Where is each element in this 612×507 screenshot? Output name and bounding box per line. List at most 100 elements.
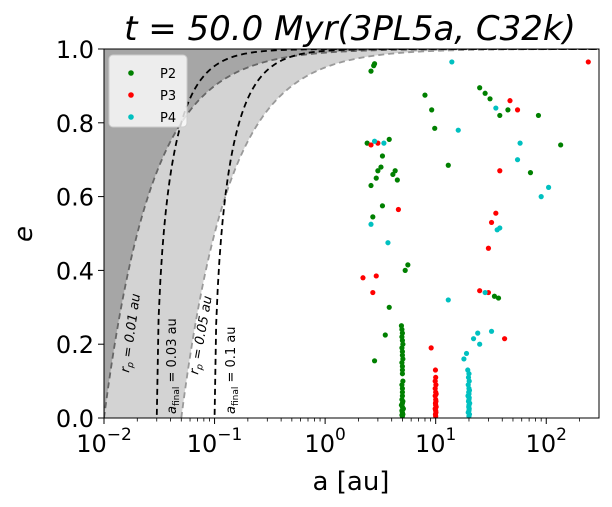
chart-title: t = 50.0 Myr(3PL5a, C32k) bbox=[124, 9, 576, 49]
point-p2 bbox=[399, 367, 405, 373]
legend-label-p2: P2 bbox=[160, 67, 176, 82]
point-p2 bbox=[477, 85, 483, 91]
x-axis-label: a [au] bbox=[313, 467, 390, 497]
legend-marker-p3 bbox=[128, 92, 134, 98]
point-p4 bbox=[517, 140, 523, 146]
point-p4 bbox=[482, 289, 488, 296]
point-p2 bbox=[399, 348, 405, 355]
point-p2 bbox=[527, 170, 534, 176]
light-shaded-region bbox=[104, 49, 599, 418]
x-tick-label: 100 bbox=[304, 425, 345, 458]
point-p2 bbox=[382, 332, 388, 338]
point-p2 bbox=[379, 203, 386, 209]
point-p3 bbox=[477, 288, 483, 294]
point-p4 bbox=[461, 356, 467, 362]
point-p2 bbox=[422, 92, 428, 98]
point-p4 bbox=[488, 328, 495, 334]
point-p4 bbox=[381, 140, 387, 146]
point-p4 bbox=[493, 105, 499, 111]
point-p4 bbox=[445, 297, 451, 303]
plot-frame bbox=[103, 48, 600, 419]
legend-marker-p4 bbox=[128, 114, 134, 120]
y-tick-label: 0.8 bbox=[56, 110, 94, 138]
y-tick-label: 0.0 bbox=[56, 405, 94, 433]
point-p2 bbox=[368, 68, 374, 74]
point-p2 bbox=[405, 262, 411, 268]
point-p2 bbox=[505, 107, 511, 113]
y-axis-label: e bbox=[9, 226, 39, 242]
point-p2 bbox=[399, 371, 405, 377]
point-p4 bbox=[371, 138, 378, 144]
curve-a-final-0-1-au bbox=[213, 49, 599, 418]
point-p3 bbox=[428, 345, 434, 351]
x-tick-label: 101 bbox=[415, 425, 456, 458]
point-p4 bbox=[470, 336, 477, 342]
point-p2 bbox=[370, 214, 376, 220]
point-p3 bbox=[585, 59, 591, 65]
point-p2 bbox=[399, 413, 405, 418]
point-p4 bbox=[477, 341, 483, 347]
x-tick-label: 10−1 bbox=[187, 425, 243, 458]
point-p2 bbox=[535, 112, 542, 119]
point-p3 bbox=[497, 168, 503, 174]
point-p2 bbox=[373, 175, 379, 181]
point-p3 bbox=[493, 210, 499, 216]
legend-label-p3: P3 bbox=[160, 89, 176, 104]
point-p3 bbox=[507, 98, 513, 104]
point-p3 bbox=[368, 142, 374, 148]
point-p3 bbox=[485, 245, 492, 251]
point-p2 bbox=[445, 162, 451, 168]
point-p2 bbox=[491, 293, 498, 299]
point-p4 bbox=[514, 157, 521, 163]
y-tick-label: 0.6 bbox=[56, 184, 94, 212]
point-p2 bbox=[399, 385, 405, 392]
point-p3 bbox=[370, 289, 376, 296]
x-tick-label: 10−2 bbox=[76, 425, 132, 458]
point-p4 bbox=[475, 330, 481, 336]
point-p4 bbox=[497, 225, 503, 231]
point-p4 bbox=[385, 240, 391, 246]
point-p2 bbox=[399, 363, 405, 369]
legend: P2 P3 P4 bbox=[108, 54, 188, 128]
point-p2 bbox=[394, 177, 400, 183]
x-axis-ticks: 10−2 10−1 100 101 102 bbox=[76, 418, 580, 458]
point-p2 bbox=[558, 142, 564, 148]
point-p3 bbox=[432, 367, 439, 373]
point-p2 bbox=[487, 96, 493, 102]
y-tick-label: 1.0 bbox=[56, 36, 94, 64]
point-p2 bbox=[371, 61, 378, 67]
point-p3 bbox=[488, 219, 495, 226]
afinal-003-label: afinal = 0.03 au bbox=[165, 318, 182, 414]
point-p2 bbox=[368, 182, 374, 189]
point-p4 bbox=[449, 59, 455, 65]
data-points bbox=[360, 59, 591, 418]
legend-label-p4: P4 bbox=[160, 111, 176, 126]
point-p3 bbox=[514, 107, 521, 113]
point-p2 bbox=[390, 171, 396, 178]
y-tick-label: 0.4 bbox=[56, 257, 94, 285]
y-tick-label: 0.2 bbox=[56, 331, 94, 359]
point-p4 bbox=[368, 221, 374, 227]
point-p4 bbox=[545, 184, 552, 190]
point-p2 bbox=[378, 164, 384, 170]
point-p2 bbox=[399, 389, 405, 395]
point-p3 bbox=[395, 206, 401, 213]
point-p4 bbox=[538, 194, 544, 200]
point-p2 bbox=[497, 112, 503, 119]
point-p4 bbox=[463, 350, 470, 357]
point-p2 bbox=[386, 304, 392, 310]
point-p2 bbox=[371, 358, 378, 364]
point-p2 bbox=[379, 153, 386, 159]
x-tick-label: 102 bbox=[526, 425, 567, 458]
point-p2 bbox=[386, 136, 392, 142]
point-p4 bbox=[466, 413, 472, 418]
point-p2 bbox=[375, 168, 381, 174]
point-p2 bbox=[402, 267, 408, 273]
legend-marker-p2 bbox=[128, 70, 134, 76]
point-p2 bbox=[432, 125, 438, 131]
afinal-01-label: afinal = 0.1 au bbox=[224, 326, 241, 414]
point-p3 bbox=[433, 413, 439, 418]
point-p4 bbox=[455, 127, 461, 133]
point-p3 bbox=[360, 275, 366, 281]
